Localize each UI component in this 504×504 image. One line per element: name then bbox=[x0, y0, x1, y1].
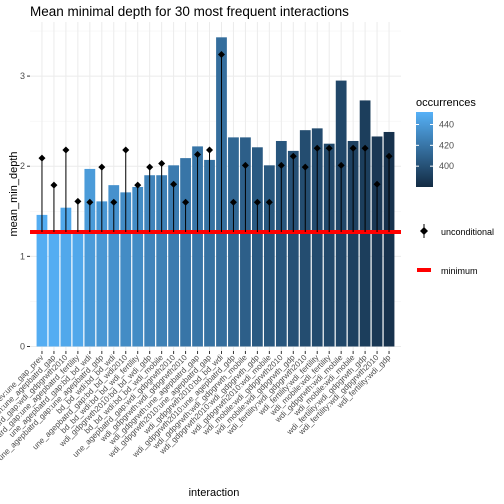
bar bbox=[72, 230, 84, 347]
unconditional-point bbox=[194, 151, 202, 159]
unconditional-point bbox=[170, 180, 178, 188]
bar bbox=[240, 137, 251, 347]
unconditional-point bbox=[265, 198, 273, 206]
bar bbox=[60, 207, 72, 347]
unconditional-point bbox=[349, 144, 357, 152]
legend-tick-label: 440 bbox=[439, 120, 454, 130]
legend-unconditional-key: unconditional bbox=[420, 224, 494, 238]
bar bbox=[371, 136, 383, 347]
legend-title: occurrences bbox=[416, 97, 476, 109]
unconditional-point bbox=[241, 161, 249, 169]
unconditional-point bbox=[134, 181, 142, 189]
y-axis-title: mean_min_depth bbox=[8, 151, 20, 236]
bar bbox=[108, 185, 120, 347]
legend-minimum-key: minimum bbox=[417, 266, 478, 276]
unconditional-point bbox=[277, 161, 285, 169]
unconditional-point bbox=[385, 152, 393, 160]
legend-tick-label: 420 bbox=[439, 140, 454, 150]
unconditional-point bbox=[38, 154, 46, 162]
bar bbox=[275, 140, 287, 347]
legend-unconditional-label: unconditional bbox=[441, 227, 494, 237]
bar bbox=[132, 186, 144, 347]
legend-unconditional-diamond bbox=[420, 227, 428, 235]
bar bbox=[96, 201, 108, 347]
x-axis: une_ageprev:une_gap_prevwdi_gdpgrwth:une… bbox=[0, 351, 393, 469]
chart-title: Mean minimal depth for 30 most frequent … bbox=[30, 4, 349, 19]
bar bbox=[156, 175, 168, 347]
unconditional-point bbox=[217, 50, 225, 58]
unconditional-layer bbox=[38, 50, 393, 233]
bar bbox=[180, 158, 191, 347]
bar bbox=[347, 140, 359, 347]
bar bbox=[168, 165, 179, 347]
bar bbox=[228, 137, 239, 347]
legend-colorbar bbox=[416, 112, 433, 187]
bar bbox=[299, 130, 311, 347]
unconditional-point bbox=[98, 163, 106, 171]
unconditional-point bbox=[289, 152, 297, 160]
y-tick-label: 3 bbox=[20, 71, 25, 81]
y-axis: 0 1 2 3 bbox=[20, 71, 30, 351]
unconditional-point bbox=[74, 197, 82, 205]
legend-minimum-label: minimum bbox=[441, 266, 478, 276]
bar bbox=[48, 232, 60, 347]
unconditional-point bbox=[253, 198, 261, 206]
legend-tick-label: 400 bbox=[439, 161, 454, 171]
bar bbox=[84, 168, 96, 347]
unconditional-point bbox=[361, 144, 369, 152]
unconditional-point bbox=[313, 144, 321, 152]
y-tick-label: 0 bbox=[20, 341, 25, 351]
bar bbox=[144, 175, 156, 347]
unconditional-point bbox=[206, 146, 214, 154]
unconditional-point bbox=[158, 160, 166, 168]
bar bbox=[323, 143, 335, 347]
unconditional-point bbox=[86, 198, 94, 206]
legend-ticks: 440 420 400 bbox=[416, 120, 454, 171]
unconditional-point bbox=[229, 198, 237, 206]
bar bbox=[311, 128, 323, 347]
bar bbox=[263, 165, 275, 347]
y-tick-label: 1 bbox=[20, 251, 25, 261]
unconditional-point bbox=[110, 198, 118, 206]
bar bbox=[252, 147, 263, 347]
unconditional-point bbox=[50, 181, 58, 189]
legend: occurrences 440 420 400 unconditional mini… bbox=[416, 97, 494, 276]
y-tick-label: 2 bbox=[20, 161, 25, 171]
x-axis-title: interaction bbox=[189, 487, 240, 499]
bar bbox=[204, 159, 215, 347]
unconditional-point bbox=[337, 161, 345, 169]
bar bbox=[383, 131, 395, 347]
unconditional-point bbox=[182, 198, 190, 206]
bar bbox=[287, 150, 299, 347]
unconditional-point bbox=[325, 144, 333, 152]
bar bbox=[120, 192, 132, 347]
unconditional-point bbox=[62, 146, 70, 154]
bar bbox=[192, 146, 203, 347]
unconditional-point bbox=[301, 163, 309, 171]
unconditional-point bbox=[373, 180, 381, 188]
unconditional-point bbox=[146, 163, 154, 171]
bar bbox=[36, 214, 48, 347]
unconditional-point bbox=[122, 146, 130, 154]
